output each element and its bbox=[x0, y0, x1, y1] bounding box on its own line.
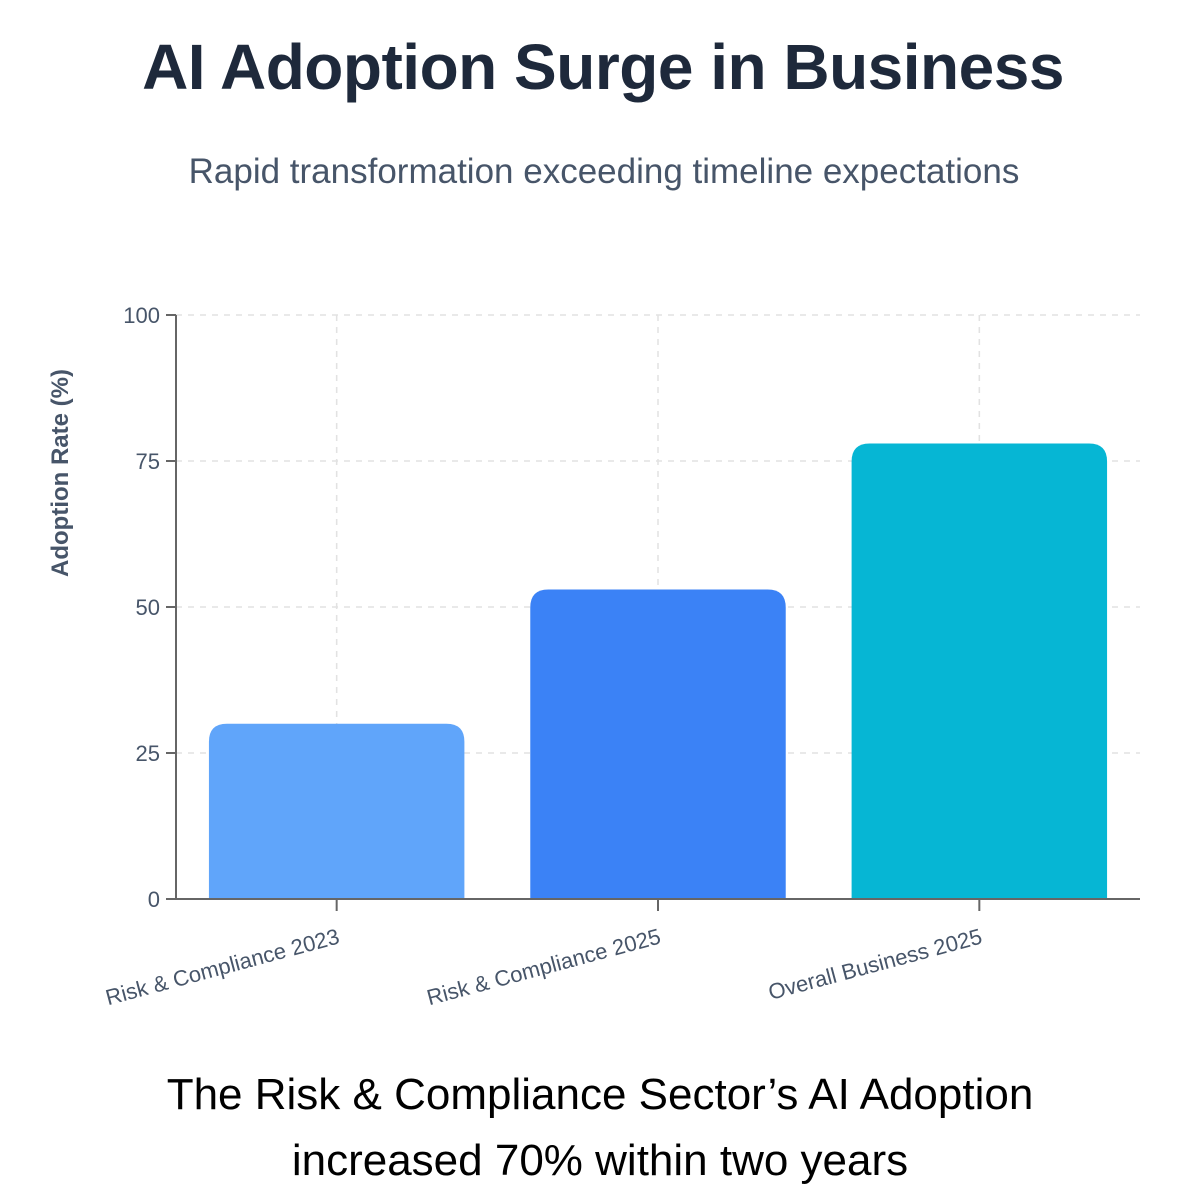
bar bbox=[208, 723, 465, 899]
caption-line-1: The Risk & Compliance Sector’s AI Adopti… bbox=[166, 1070, 1034, 1119]
caption: The Risk & Compliance Sector’s AI Adopti… bbox=[0, 1062, 1200, 1194]
y-tick-label: 75 bbox=[136, 449, 160, 474]
x-tick-label: Overall Business 2025 bbox=[766, 924, 985, 1005]
x-tick-label: Risk & Compliance 2023 bbox=[103, 924, 342, 1010]
bars bbox=[208, 443, 1108, 899]
chart-subtitle: Rapid transformation exceeding timeline … bbox=[188, 152, 1020, 191]
y-axis-label: Adoption Rate (%) bbox=[47, 369, 74, 577]
y-tick-label: 0 bbox=[148, 887, 160, 912]
bar bbox=[851, 443, 1108, 899]
x-tick-label: Risk & Compliance 2025 bbox=[424, 924, 663, 1010]
chart-title: AI Adoption Surge in Business bbox=[142, 31, 1064, 103]
y-tick-label: 100 bbox=[123, 303, 160, 328]
caption-line-2: increased 70% within two years bbox=[291, 1136, 909, 1185]
y-tick-label: 50 bbox=[136, 595, 160, 620]
y-tick-label: 25 bbox=[136, 741, 160, 766]
bar bbox=[530, 589, 786, 899]
